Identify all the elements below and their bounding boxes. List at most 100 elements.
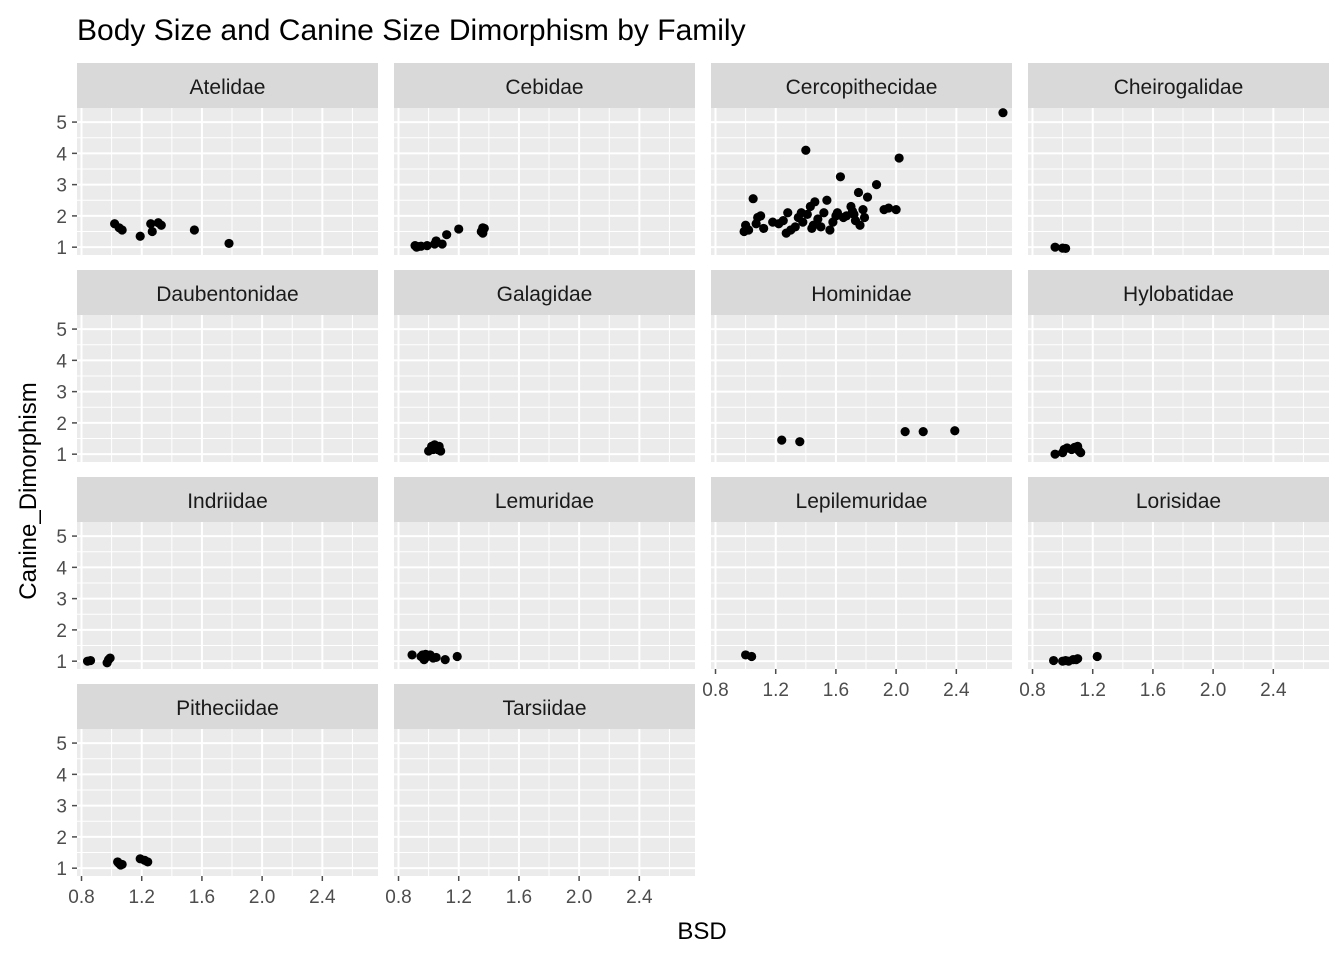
- x-tick-label: 2.0: [883, 680, 909, 701]
- data-point: [421, 649, 431, 659]
- data-point: [143, 857, 153, 867]
- y-tick-label: 2: [56, 414, 67, 435]
- facet-strip: [77, 270, 378, 315]
- chart-title: Body Size and Canine Size Dimorphism by …: [77, 14, 746, 47]
- x-tick-label: 2.0: [566, 887, 592, 908]
- data-point: [783, 208, 793, 218]
- data-point: [1050, 242, 1060, 252]
- data-point: [146, 219, 156, 229]
- data-point: [795, 437, 805, 447]
- data-point: [422, 241, 432, 251]
- data-point: [831, 211, 841, 221]
- facet-panel-hylobatidae: Hylobatidae: [1028, 270, 1329, 462]
- data-point: [778, 215, 788, 226]
- facet-strip: [711, 63, 1012, 108]
- facet-strip-label: Daubentonidae: [156, 283, 298, 306]
- y-tick-label: 1: [56, 652, 67, 673]
- y-tick-label: 4: [56, 351, 67, 372]
- facet-strip: [77, 477, 378, 522]
- x-tick-label: 1.6: [1140, 680, 1166, 701]
- data-point: [859, 212, 870, 223]
- data-point: [748, 194, 758, 204]
- data-point: [900, 427, 910, 437]
- facet-panels: Atelidae 1 2 3 4 5 Cebidae Cercopithecidae Cheir…: [56, 63, 1329, 908]
- x-tick-label: 2.4: [943, 680, 970, 701]
- facet-strip-label: Cheirogalidae: [1114, 76, 1244, 99]
- data-point: [790, 222, 800, 232]
- data-point: [825, 225, 835, 235]
- data-point: [835, 172, 846, 182]
- data-point: [156, 220, 166, 230]
- y-tick-label: 2: [56, 828, 67, 849]
- panel-background: [77, 729, 378, 876]
- x-tick-label: 1.6: [506, 887, 532, 908]
- data-point: [862, 192, 873, 202]
- y-tick-label: 5: [56, 527, 67, 548]
- x-tick-label: 1.2: [763, 680, 789, 701]
- data-point: [1074, 446, 1084, 456]
- data-point: [431, 652, 441, 663]
- data-point: [759, 223, 769, 234]
- facet-panel-lepilemuridae: Lepilemuridae 0.8 1.2 1.6 2.0 2.4: [702, 477, 1012, 701]
- y-tick-label: 4: [56, 144, 67, 165]
- facet-strip-label: Indriidae: [187, 490, 268, 513]
- y-tick-label: 4: [56, 765, 67, 786]
- y-tick-label: 2: [56, 621, 67, 642]
- x-tick-label: 1.2: [1080, 680, 1106, 701]
- data-point: [105, 653, 115, 663]
- data-point: [747, 651, 757, 662]
- x-tick-label: 1.6: [823, 680, 849, 701]
- facet-panel-cebidae: Cebidae: [394, 63, 695, 255]
- data-point: [858, 205, 868, 215]
- y-tick-label: 5: [56, 113, 67, 134]
- data-point: [135, 231, 145, 241]
- facet-panel-daubentonidae: Daubentonidae 1 2 3 4 5: [56, 270, 378, 466]
- facet-strip-label: Atelidae: [190, 76, 266, 99]
- data-point: [853, 187, 864, 198]
- data-point: [117, 859, 127, 870]
- facet-panel-atelidae: Atelidae 1 2 3 4 5: [56, 63, 378, 259]
- facet-strip: [1028, 477, 1329, 522]
- x-tick-label: 2.4: [1260, 680, 1287, 701]
- panel-background: [394, 108, 695, 255]
- data-point: [816, 222, 826, 232]
- panel-background: [711, 108, 1012, 255]
- data-point: [411, 242, 422, 252]
- data-point: [1050, 449, 1060, 459]
- facet-strip-label: Galagidae: [497, 283, 593, 306]
- y-tick-label: 1: [56, 238, 67, 259]
- data-point: [428, 444, 438, 455]
- data-point: [883, 203, 894, 213]
- data-point: [798, 217, 808, 227]
- x-tick-label: 2.4: [626, 887, 653, 908]
- data-point: [1061, 243, 1071, 254]
- facet-panel-cercopithecidae: Cercopithecidae: [711, 63, 1012, 255]
- y-tick-label: 2: [56, 207, 67, 228]
- data-point: [894, 153, 904, 163]
- facet-strip: [77, 63, 378, 108]
- facet-strip-label: Tarsiidae: [502, 697, 586, 720]
- facet-strip-label: Lepilemuridae: [796, 490, 928, 513]
- data-point: [440, 655, 450, 665]
- x-tick-label: 0.8: [68, 887, 94, 908]
- panel-background: [77, 315, 378, 462]
- data-point: [147, 226, 157, 237]
- data-point: [117, 225, 127, 235]
- x-tick-label: 2.0: [249, 887, 275, 908]
- facet-panel-indriidae: Indriidae 1 2 3 4 5: [56, 477, 378, 673]
- data-point: [85, 655, 96, 666]
- facet-strip-label: Hominidae: [811, 283, 911, 306]
- data-point: [1073, 654, 1083, 664]
- data-point: [950, 426, 960, 436]
- x-tick-label: 1.2: [129, 887, 155, 908]
- data-point: [802, 209, 812, 219]
- y-tick-label: 3: [56, 797, 67, 818]
- facet-strip: [394, 63, 695, 108]
- x-tick-label: 1.6: [189, 887, 215, 908]
- facet-panel-pitheciidae: Pitheciidae 1 2 3 4 5 0.8 1.2 1.6 2.0 2.4: [56, 684, 378, 908]
- facet-strip: [77, 684, 378, 729]
- panel-background: [394, 729, 695, 876]
- data-point: [1048, 655, 1059, 666]
- data-point: [436, 446, 446, 456]
